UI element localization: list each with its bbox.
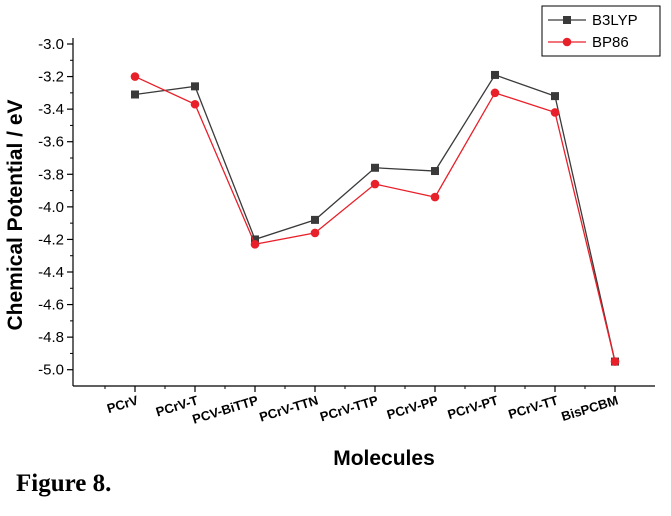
legend-box xyxy=(541,5,661,57)
x-axis-title: Molecules xyxy=(333,447,435,470)
series-B3LYP xyxy=(131,70,619,366)
line-chart: -3.0 -3.2 -3.4 -3.6 -3.8 -4.0 -4.2 -4.4 -4.6 -4.8… xyxy=(4,5,661,470)
y-tick-label: -3.6 xyxy=(38,134,64,151)
data-point xyxy=(251,235,259,244)
legend-item: B3LYP xyxy=(548,12,638,29)
legend-label: B3LYP xyxy=(592,12,638,29)
x-tick-label: PCrV xyxy=(105,392,140,416)
data-point xyxy=(250,240,260,249)
data-point xyxy=(430,192,440,202)
x-tick-label: PCrV-TTN xyxy=(257,393,319,425)
data-point xyxy=(370,179,380,189)
y-tick-label: -4.6 xyxy=(38,297,64,314)
data-point xyxy=(431,167,439,176)
data-point xyxy=(131,90,139,99)
y-tick-label: -4.0 xyxy=(38,199,64,216)
x-tick-label: PCrV-PP xyxy=(385,392,440,422)
data-point xyxy=(130,72,140,81)
data-point xyxy=(551,92,559,101)
y-tick-label: -3.8 xyxy=(38,166,64,183)
x-tick-label: PCV-BiTTP xyxy=(191,392,261,426)
y-tick-label: -3.0 xyxy=(38,36,64,53)
series-layer xyxy=(130,70,620,366)
x-tick-label: PCrV-TTP xyxy=(318,392,380,424)
data-point xyxy=(191,82,199,91)
x-tick-label: PCrV-TT xyxy=(506,393,559,422)
data-point xyxy=(311,215,319,224)
series-BP86 xyxy=(130,72,620,366)
y-axis-title: Chemical Potential / eV xyxy=(4,99,27,330)
legend-item: BP86 xyxy=(548,34,629,51)
legend: B3LYP BP86 xyxy=(541,5,661,57)
y-tick-label: -3.2 xyxy=(38,69,64,86)
legend-marker xyxy=(563,16,571,24)
legend-marker xyxy=(562,37,572,47)
series-line xyxy=(134,74,616,362)
data-point xyxy=(491,70,499,79)
y-tick-label: -4.8 xyxy=(38,329,64,346)
y-tick-label: -4.4 xyxy=(38,264,64,281)
data-point xyxy=(610,357,620,366)
legend-label: BP86 xyxy=(592,34,629,51)
x-tick-label: PCrV-PT xyxy=(446,393,500,423)
data-point xyxy=(490,88,500,98)
series-line xyxy=(134,75,616,362)
y-tick-label: -5.0 xyxy=(38,362,64,379)
y-tick-label: -3.4 xyxy=(38,101,64,118)
data-point xyxy=(371,163,379,172)
data-point xyxy=(190,99,200,109)
axes: -3.0 -3.2 -3.4 -3.6 -3.8 -4.0 -4.2 -4.4 -4.6 -4.8… xyxy=(38,36,655,427)
x-tick-label: BisPCBM xyxy=(560,393,620,424)
figure-caption: Figure 8. xyxy=(16,470,112,497)
y-tick-label: -4.2 xyxy=(38,231,64,248)
data-point xyxy=(310,228,320,238)
data-point xyxy=(550,108,560,117)
